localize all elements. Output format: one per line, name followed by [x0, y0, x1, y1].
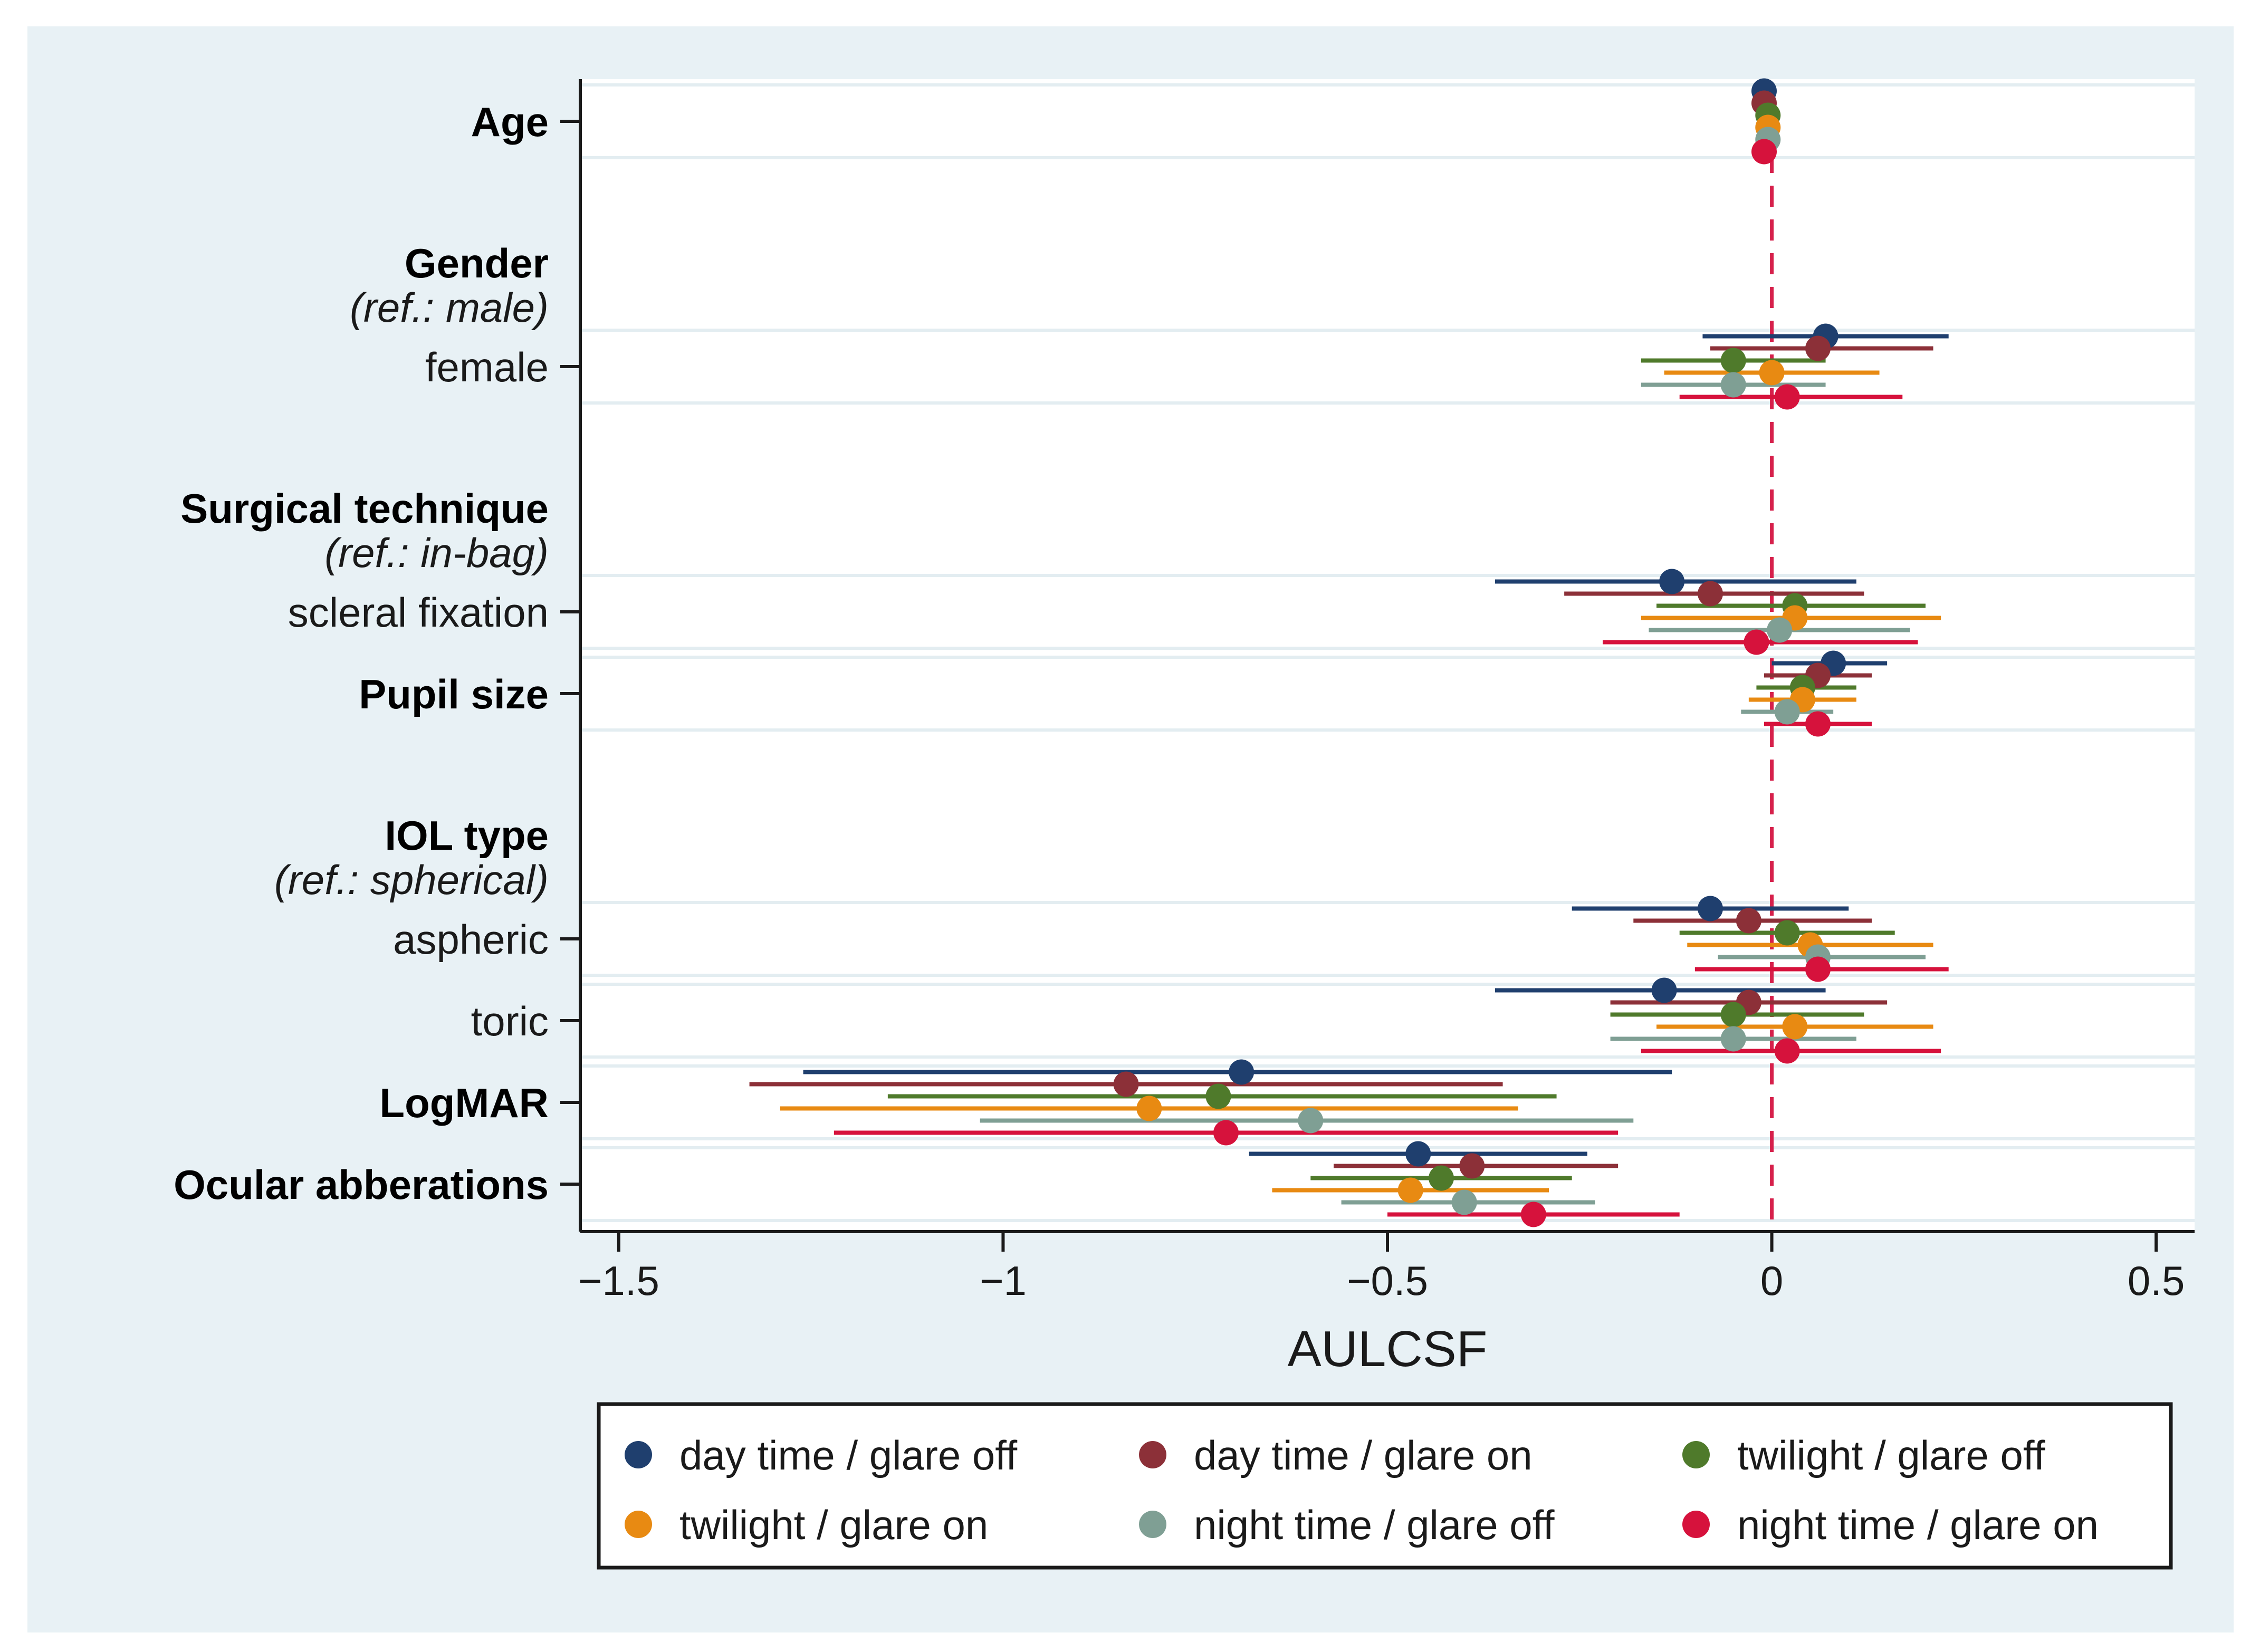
y-label-6: scleral fixation: [288, 589, 549, 636]
point-row6-series2: [1205, 1083, 1231, 1109]
point-row6-series0: [1229, 1059, 1255, 1085]
point-row6-series1: [1113, 1071, 1139, 1097]
legend-box: [597, 1402, 2173, 1570]
x-tick-label-2: −0.5: [1347, 1257, 1428, 1304]
y-label-9: (ref.: spherical): [274, 857, 549, 903]
x-axis-title: AULCSF: [1288, 1321, 1488, 1377]
point-row4-series0: [1698, 896, 1723, 921]
point-row3-series4: [1774, 699, 1800, 725]
legend-marker-2: [1682, 1441, 1710, 1468]
legend-marker-4: [1139, 1511, 1166, 1538]
x-tick-label-1: −1: [980, 1257, 1027, 1304]
y-label-0: Age: [471, 99, 549, 145]
legend-marker-3: [625, 1511, 652, 1538]
y-axis-labels: Age Gender(ref.: male) female Surgical tech…: [174, 99, 580, 1208]
y-label-4: Surgical technique: [180, 485, 549, 532]
legend-label-5: night time / glare on: [1737, 1502, 2099, 1548]
point-row6-series4: [1298, 1108, 1324, 1134]
point-row2-series4: [1767, 617, 1793, 643]
gridlines: [580, 83, 2195, 1222]
y-label-2: (ref.: male): [350, 284, 549, 331]
point-row7-series1: [1459, 1153, 1485, 1179]
y-label-1: Gender: [405, 240, 549, 286]
y-label-13: Ocular abberations: [174, 1161, 549, 1208]
point-row2-series0: [1659, 569, 1685, 594]
point-row5-series5: [1774, 1038, 1800, 1064]
point-row6-series5: [1213, 1120, 1239, 1146]
point-row7-series3: [1397, 1177, 1423, 1203]
legend-label-4: night time / glare off: [1194, 1502, 1555, 1548]
y-label-3: female: [425, 344, 549, 390]
point-row7-series5: [1520, 1202, 1546, 1227]
y-label-7: Pupil size: [359, 671, 549, 717]
point-row5-series0: [1651, 977, 1677, 1003]
point-estimates: [1113, 78, 1846, 1227]
y-label-10: aspheric: [393, 916, 549, 963]
point-row5-series2: [1720, 1002, 1746, 1027]
x-tick-label-0: −1.5: [578, 1257, 659, 1304]
x-tick-label-4: 0.5: [2128, 1257, 2185, 1304]
plot-area: [580, 79, 2195, 1232]
point-row5-series3: [1782, 1014, 1808, 1040]
point-row7-series2: [1429, 1165, 1454, 1191]
legend-marker-1: [1139, 1441, 1166, 1468]
point-row5-series4: [1720, 1026, 1746, 1052]
legend-label-1: day time / glare on: [1194, 1432, 1533, 1478]
point-row0-series5: [1751, 139, 1777, 165]
point-row1-series2: [1720, 348, 1746, 373]
x-tick-label-3: 0: [1760, 1257, 1783, 1304]
point-row2-series5: [1744, 629, 1769, 655]
point-row1-series4: [1720, 372, 1746, 398]
point-row1-series5: [1774, 384, 1800, 410]
point-row1-series1: [1805, 335, 1831, 361]
legend-label-3: twilight / glare on: [679, 1502, 988, 1548]
point-row7-series0: [1405, 1141, 1431, 1167]
y-label-12: LogMAR: [379, 1080, 549, 1126]
point-row1-series3: [1759, 360, 1785, 386]
x-axis-ticks: −1.5 −1 −0.5 0 0.5: [578, 1232, 2185, 1304]
legend-marker-0: [625, 1441, 652, 1468]
point-row4-series1: [1736, 908, 1761, 934]
legend-label-0: day time / glare off: [679, 1432, 1018, 1478]
y-label-8: IOL type: [385, 812, 549, 859]
point-row4-series2: [1774, 920, 1800, 946]
point-row3-series5: [1805, 711, 1831, 737]
point-row4-series5: [1805, 956, 1831, 982]
legend-marker-5: [1682, 1511, 1710, 1538]
y-label-5: (ref.: in-bag): [324, 530, 549, 576]
point-row7-series4: [1451, 1189, 1477, 1215]
y-label-11: toric: [471, 998, 549, 1044]
point-row6-series3: [1136, 1096, 1162, 1121]
legend-label-2: twilight / glare off: [1737, 1432, 2045, 1478]
point-row2-series1: [1698, 581, 1723, 607]
legend: day time / glare off day time / glare on t…: [625, 1432, 2099, 1548]
